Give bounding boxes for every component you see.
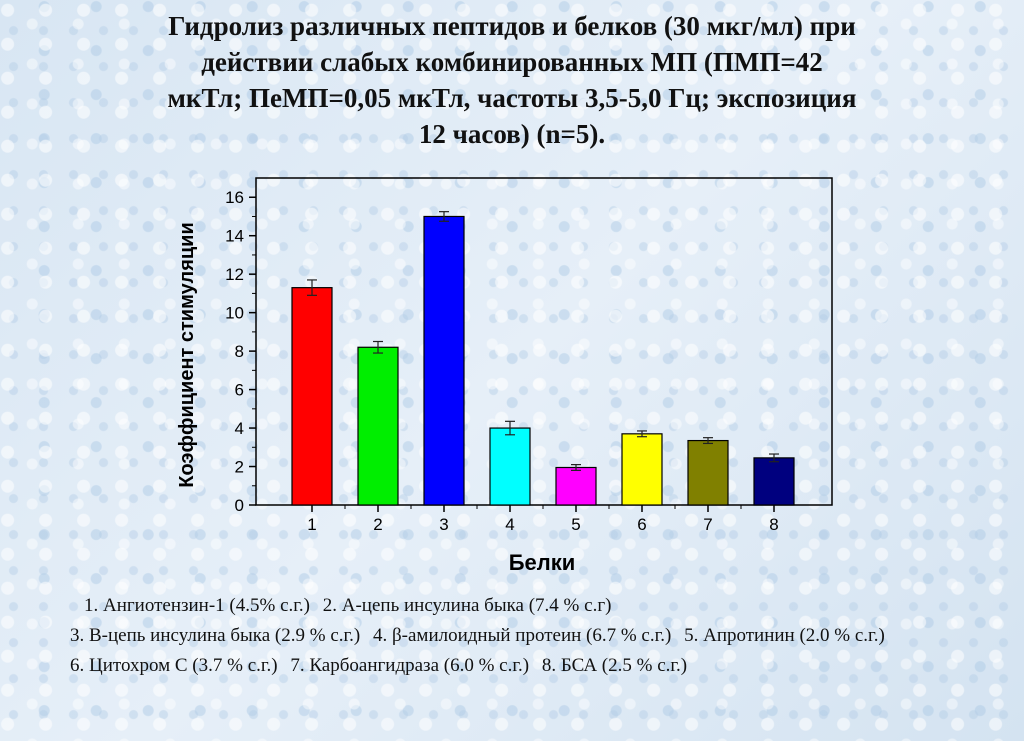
y-tick-label: 8 [235, 342, 244, 361]
footnote-item: 2. А-цепь инсулина быка (7.4 % с.г) [322, 595, 612, 616]
x-tick-label: 6 [637, 515, 646, 534]
footnote-item: 4. β-амилоидный протеин (6.7 % с.г.) [373, 625, 672, 646]
bars [291, 211, 795, 506]
title-line: Гидролиз различных пептидов и белков (30… [168, 11, 856, 41]
y-tick-label: 2 [235, 458, 244, 477]
plot-frame [255, 177, 833, 506]
footnote-item: 6. Цитохром С (3.7 % с.г.) [70, 655, 278, 676]
footnote-item: 5. Апротинин (2.0 % с.г.) [684, 625, 885, 646]
bar [489, 427, 531, 506]
footnote-item: 7. Карбоангидраза (6.0 % с.г.) [290, 655, 530, 676]
x-tick-label: 8 [769, 515, 778, 534]
bar [621, 433, 663, 506]
footnote-item: 1. Ангиотензин-1 (4.5% с.г.) [84, 595, 310, 616]
plot-border [255, 177, 833, 506]
footnote-line: 1. Ангиотензин-1 (4.5% с.г.) 2. А-цепь и… [70, 591, 990, 621]
bar [687, 439, 729, 506]
bar [423, 215, 465, 506]
footnote-item: 3. В-цепь инсулина быка (2.9 % с.г.) [70, 625, 361, 646]
bar [291, 287, 333, 506]
footnote-line: 6. Цитохром С (3.7 % с.г.) 7. Карбоангид… [70, 651, 990, 681]
y-tick-label: 6 [235, 381, 244, 400]
footnote-line: 3. В-цепь инсулина быка (2.9 % с.г.) 4. … [70, 621, 990, 651]
x-tick-label: 3 [439, 515, 448, 534]
y-tick-label: 12 [225, 265, 244, 284]
y-tick-label: 14 [225, 227, 244, 246]
x-tick-label: 2 [373, 515, 382, 534]
y-tick-label: 0 [235, 496, 244, 515]
y-tick-label: 4 [235, 419, 244, 438]
bar [753, 457, 795, 506]
y-axis-label: Коэффициент стимуляции [176, 222, 198, 488]
x-tick-label: 4 [505, 515, 514, 534]
y-tick-label: 10 [225, 304, 244, 323]
title-line: 12 часов) (n=5). [418, 119, 606, 149]
title-line: мкТл; ПеМП=0,05 мкТл, частоты 3,5-5,0 Гц… [167, 83, 857, 113]
y-axis: 0 2 4 6 8 10 12 14 16 [225, 188, 256, 515]
x-axis-label: Белки [509, 550, 576, 575]
x-axis: 1 2 3 4 5 6 7 8 [307, 505, 779, 534]
x-tick-label: 5 [571, 515, 580, 534]
y-tick-label: 16 [225, 188, 244, 207]
bar [357, 346, 399, 506]
bar [555, 466, 597, 506]
x-tick-label: 1 [307, 515, 316, 534]
page-title: Гидролиз различных пептидов и белков (30… [70, 8, 954, 152]
x-tick-label: 7 [703, 515, 712, 534]
footnote-item: 8. БСА (2.5 % с.г.) [541, 655, 688, 676]
title-line: действии слабых комбинированных МП (ПМП=… [201, 47, 823, 77]
legend-footnote: 1. Ангиотензин-1 (4.5% с.г.) 2. А-цепь и… [70, 591, 990, 681]
